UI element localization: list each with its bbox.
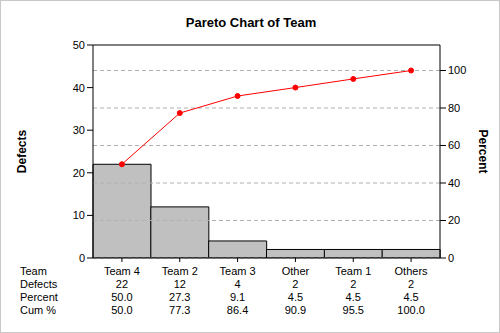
svg-text:Team: Team — [20, 265, 47, 277]
svg-text:Cum %: Cum % — [20, 304, 56, 316]
svg-text:Team 3: Team 3 — [220, 265, 256, 277]
svg-text:2: 2 — [292, 278, 298, 290]
svg-text:60: 60 — [448, 139, 460, 151]
svg-text:0: 0 — [448, 252, 454, 264]
svg-text:77.3: 77.3 — [169, 304, 190, 316]
svg-text:Team 2: Team 2 — [162, 265, 198, 277]
svg-text:2: 2 — [408, 278, 414, 290]
svg-text:Others: Others — [395, 265, 429, 277]
svg-text:0: 0 — [79, 252, 85, 264]
svg-text:10: 10 — [73, 209, 85, 221]
html-text:Pareto Chart of Team: Pareto Chart of Team — [185, 15, 317, 30]
svg-text:100.0: 100.0 — [397, 304, 425, 316]
svg-text:Other: Other — [282, 265, 310, 277]
svg-text:27.3: 27.3 — [169, 291, 190, 303]
svg-text:86.4: 86.4 — [227, 304, 248, 316]
svg-text:Defects: Defects — [20, 278, 58, 290]
svg-text:Team 4: Team 4 — [104, 265, 140, 277]
svg-text:90.9: 90.9 — [285, 304, 306, 316]
svg-text:4.5: 4.5 — [288, 291, 303, 303]
svg-text:20: 20 — [448, 214, 460, 226]
svg-text:12: 12 — [174, 278, 186, 290]
svg-text:30: 30 — [73, 124, 85, 136]
svg-text:80: 80 — [448, 102, 460, 114]
svg-text:20: 20 — [73, 167, 85, 179]
svg-text:2: 2 — [350, 278, 356, 290]
svg-text:50: 50 — [73, 39, 85, 51]
svg-text:50.0: 50.0 — [111, 304, 132, 316]
svg-text:50.0: 50.0 — [111, 291, 132, 303]
svg-text:22: 22 — [116, 278, 128, 290]
svg-text:100: 100 — [448, 64, 466, 76]
svg-text:Defects: Defects — [15, 130, 29, 174]
svg-text:Percent: Percent — [20, 291, 58, 303]
svg-text:Percent: Percent — [476, 129, 490, 173]
svg-text:4.5: 4.5 — [403, 291, 418, 303]
svg-text:Team 1: Team 1 — [335, 265, 371, 277]
svg-text:95.5: 95.5 — [343, 304, 364, 316]
svg-text:4: 4 — [235, 278, 241, 290]
svg-text:9.1: 9.1 — [230, 291, 245, 303]
svg-text:40: 40 — [73, 82, 85, 94]
svg-text:40: 40 — [448, 177, 460, 189]
svg-text:4.5: 4.5 — [346, 291, 361, 303]
